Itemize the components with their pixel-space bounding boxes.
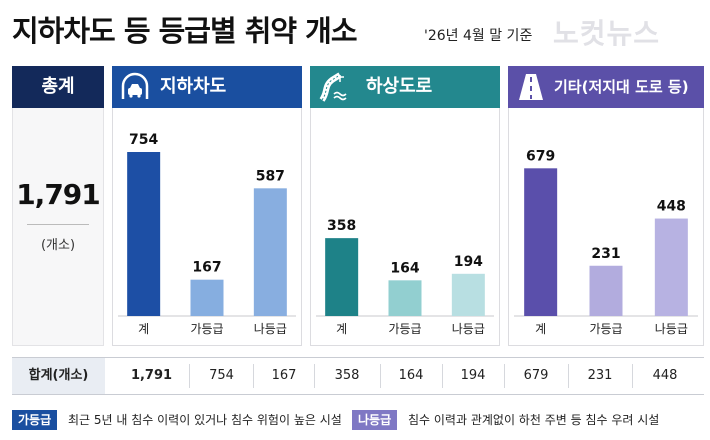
data-label: 167 [192,260,221,276]
grade-a-badge: 가등급 [12,410,58,430]
table-divider [314,364,315,388]
other-header: 기타(저지대 도로 등) [508,66,704,108]
table-divider [632,364,633,388]
watermark-logo: 노컷뉴스 [553,17,661,50]
table-total: 1,791 [130,368,173,383]
bar [524,168,558,316]
date-basis: '26년 4월 말 기준 [424,28,533,44]
grade-b-description: 침수 이력과 관계없이 하천 주변 등 침수 우려 시설 [408,413,660,427]
table-cell: 679 [523,368,549,383]
tunnel-car-icon [120,72,150,102]
category-label: 계 [336,322,347,336]
table-divider [568,364,569,388]
riverside-title: 하상도로 [366,76,433,97]
bar [190,279,224,316]
total-unit: (개소) [40,238,76,253]
category-label: 나등급 [254,322,287,336]
bar [325,238,359,316]
bar [589,265,623,316]
data-label: 679 [526,148,555,164]
grade-b-badge: 나등급 [352,410,398,430]
data-label: 194 [454,254,483,270]
category-label: 가등급 [388,322,421,336]
page-title: 지하차도 등 등급별 취약 개소 [12,14,358,48]
table-cell: 167 [271,368,297,383]
other-title: 기타(저지대 도로 등) [554,78,689,96]
category-label: 가등급 [190,322,223,336]
table-header: 합계(개소) [12,358,105,394]
data-label: 587 [256,168,285,184]
bar [654,218,688,316]
riverside-header: 하상도로 [310,66,500,108]
total-panel [12,66,104,346]
table-divider [504,364,505,388]
data-label: 231 [591,246,620,262]
data-label: 754 [129,132,158,148]
data-label: 358 [327,218,356,234]
bar [253,188,287,316]
total-value: 1,791 [16,178,101,211]
table-cell: 754 [209,368,234,383]
table-cell: 194 [460,368,486,383]
underpass-title: 지하차도 [160,76,227,97]
category-label: 계 [535,322,546,336]
grade-a-description: 최근 5년 내 침수 이력이 있거나 침수 위험이 높은 시설 [68,413,342,427]
table-divider [380,364,381,388]
table-cell: 164 [398,368,424,383]
summary-table: 합계(개소) 1,791 754 167 358 164 194 679 231… [12,357,704,395]
table-divider [442,364,443,388]
bar [127,152,161,316]
underpass-header: 지하차도 [112,66,302,108]
table-divider [253,364,254,388]
bar [451,273,485,316]
category-label: 나등급 [655,322,688,336]
total-divider [27,224,89,225]
road-icon [516,72,546,102]
data-label: 164 [390,260,419,276]
table-cell: 448 [652,368,678,383]
riverside-road-icon [318,72,348,102]
data-label: 448 [657,199,686,215]
table-divider [189,364,190,388]
category-label: 나등급 [452,322,485,336]
table-cell: 358 [334,368,360,383]
table-cell: 231 [587,368,613,383]
category-label: 계 [138,322,149,336]
bar [388,280,422,316]
total-header: 총계 [12,66,104,108]
category-label: 가등급 [589,322,622,336]
